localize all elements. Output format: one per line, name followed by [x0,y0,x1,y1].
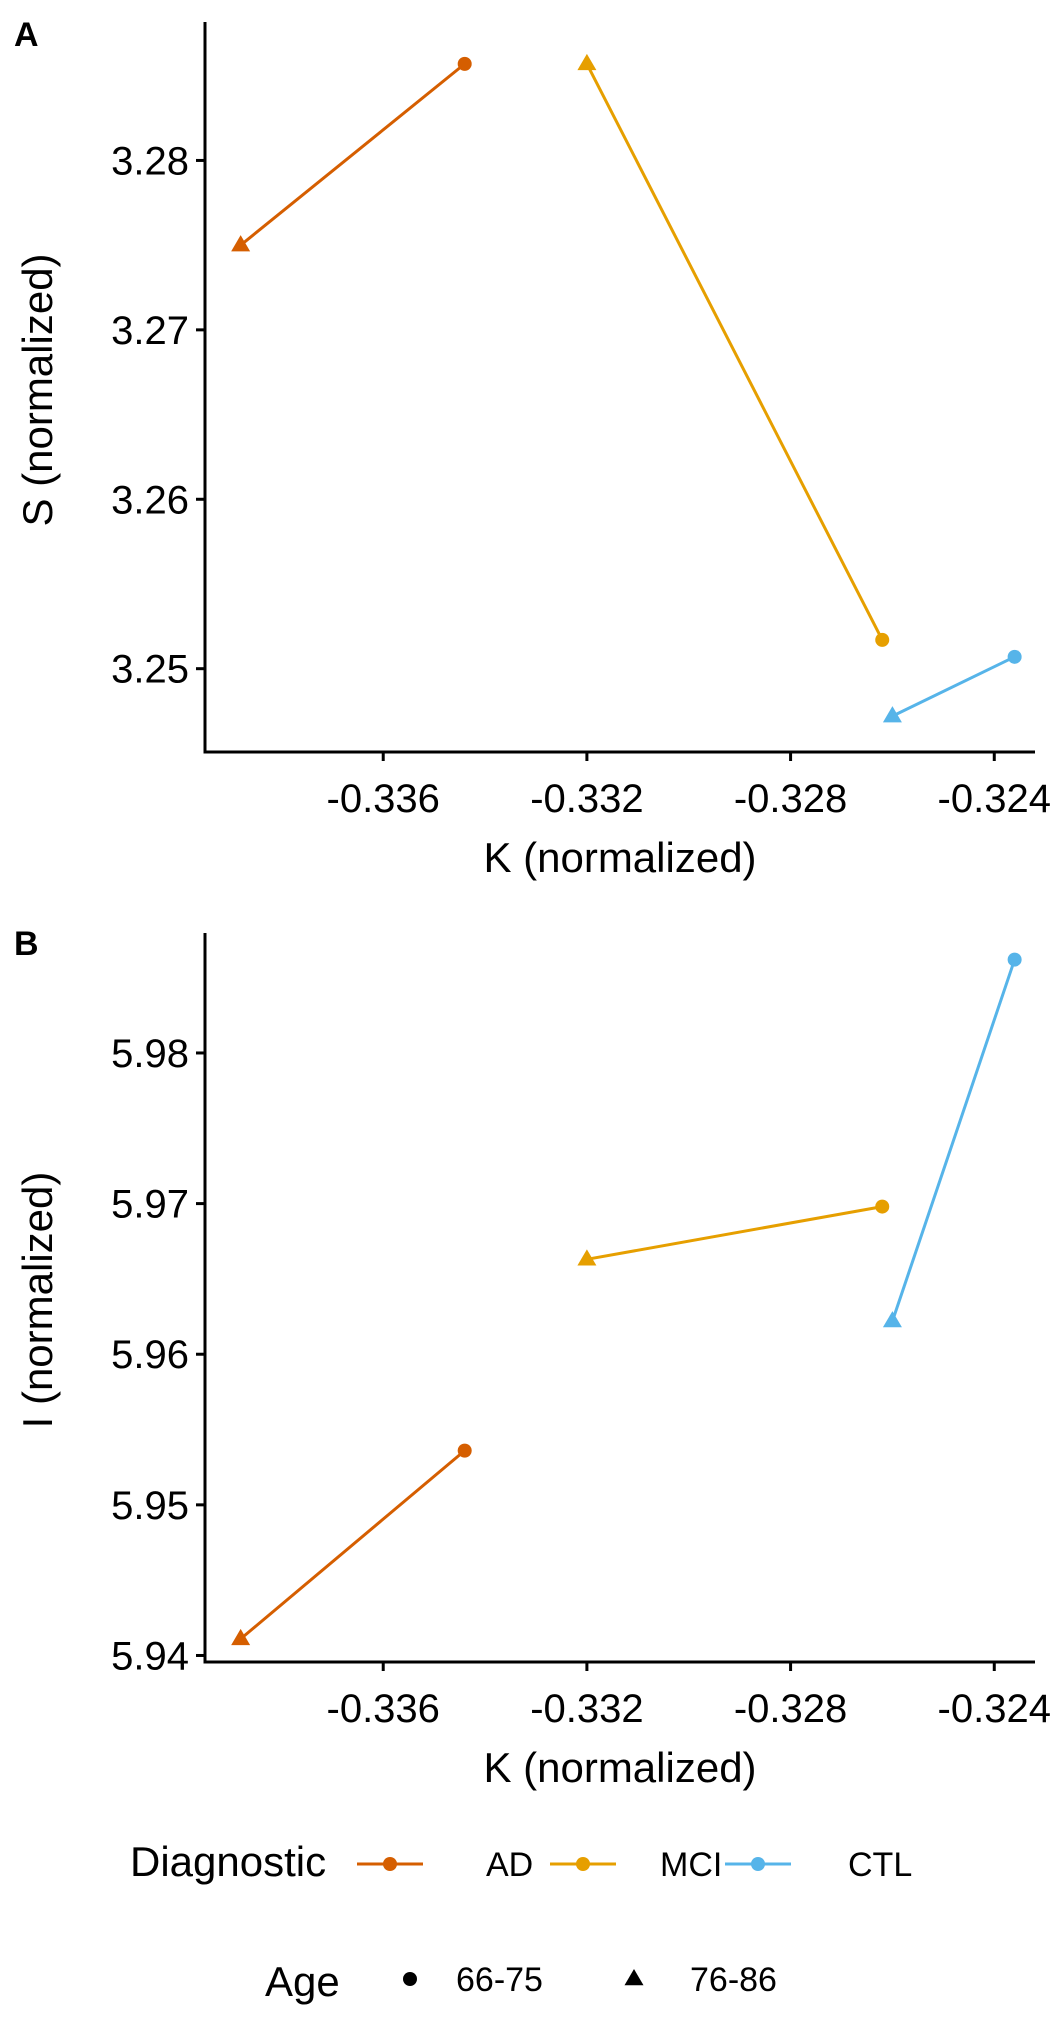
panel-a-x-tick-label: -0.324 [938,777,1051,821]
panel-b-series-ctl-line [891,959,1017,1322]
panel-b-ad-point-66-75 [457,1443,472,1458]
panel-b-series-mci [577,1199,890,1266]
panel-a-ad-point-76-86 [231,235,251,252]
panel-a-series-ctl-line [891,655,1016,718]
legend-item-ad: AD [357,1846,533,1884]
panel-a-series-mci-line [585,63,884,641]
legend-item-label: AD [486,1846,533,1884]
panel-a-mci-point-76-86 [577,53,597,71]
panel-a-series-ad [231,56,472,252]
panel-b-ad-point-76-86 [231,1628,251,1646]
panel-b-ctl-point-66-75 [1007,952,1022,967]
legend-item-label: MCI [660,1846,722,1884]
legend-key-point [751,1857,765,1871]
panel-b-tag: B [14,925,39,963]
panel-a-x-tick-label: -0.328 [734,777,847,821]
legend-triangle-marker [624,1969,644,1986]
panel-a-series-mci [577,53,890,647]
panel-b-series-ctl [882,952,1022,1328]
legend-item-label: 76-86 [690,1961,777,1999]
panel-b: B 5.94 5.95 5.96 5.97 5.98 -0.336 -0.332 -0.328 -… [14,925,1051,1791]
panel-b-mci-point-66-75 [875,1199,890,1214]
legend-item-ctl: CTL [725,1846,912,1884]
panel-a-ctl-point-76-86 [882,706,902,723]
legend-item-age-76-86: 76-86 [624,1961,777,1999]
panel-a-tag: A [14,16,39,54]
panel-a: A 3.25 3.26 3.27 3.28 -0.336 -0.332 -0.328 -0.32… [14,16,1051,881]
panel-b-mci-point-76-86 [577,1249,597,1266]
legend-item-label: CTL [848,1846,912,1884]
panel-b-x-axis-title: K (normalized) [483,1744,756,1791]
panel-b-y-tick-label: 5.96 [111,1333,189,1377]
legend-age: Age 66-75 76-86 [265,1958,777,2005]
panel-a-y-axis-title: S (normalized) [14,253,61,526]
panel-a-x-axis-title: K (normalized) [483,834,756,881]
panel-b-series-ad [231,1443,472,1646]
panel-a-y-tick-label: 3.27 [111,309,189,353]
panel-b-y-tick-label: 5.94 [111,1634,189,1678]
panel-b-x-tick-label: -0.328 [734,1687,847,1731]
panel-a-y-tick-label: 3.28 [111,139,189,183]
legend-age-title: Age [265,1958,340,2005]
panel-b-y-axis-title: I (normalized) [14,1172,61,1429]
panel-a-series-ad-line [239,62,466,247]
panel-b-x-tick-label: -0.336 [327,1687,440,1731]
panel-b-series-ad-line [239,1449,466,1641]
panel-a-series-ctl [882,649,1022,723]
panel-a-x-tick-label: -0.336 [327,777,440,821]
legend-item-age-66-75: 66-75 [403,1961,543,1999]
panel-a-mci-point-66-75 [875,632,890,647]
legend-item-label: 66-75 [456,1961,543,1999]
panel-b-ctl-point-76-86 [882,1311,902,1328]
panel-a-ctl-point-66-75 [1007,649,1022,664]
legend-diagnostic-title: Diagnostic [130,1838,326,1885]
legend-item-mci: MCI [550,1846,722,1884]
panel-a-ad-point-66-75 [457,56,472,71]
panel-b-y-tick-label: 5.98 [111,1032,189,1076]
panel-a-y-tick-label: 3.26 [111,478,189,522]
panel-a-y-tick-label: 3.25 [111,648,189,692]
panel-b-y-tick-label: 5.95 [111,1484,189,1528]
panel-b-x-tick-label: -0.332 [530,1687,643,1731]
panel-a-x-tick-label: -0.332 [530,777,643,821]
panel-b-series-mci-line [586,1205,883,1261]
legend-circle-marker [403,1972,417,1986]
legend-diagnostic: Diagnostic AD MCI CTL [130,1838,912,1885]
panel-b-x-tick-label: -0.324 [938,1687,1051,1731]
legend-key-point [576,1857,590,1871]
legend-key-point [383,1857,397,1871]
panel-b-y-tick-label: 5.97 [111,1183,189,1227]
